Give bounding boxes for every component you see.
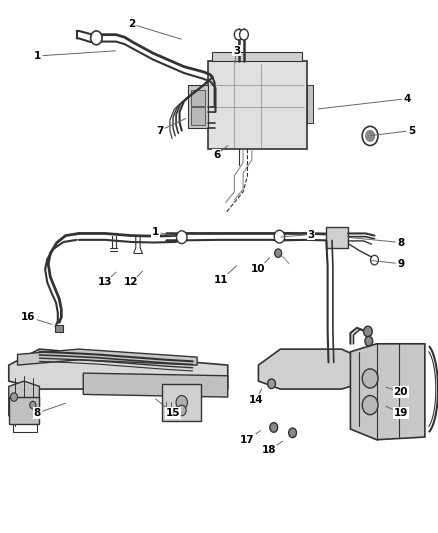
Text: 18: 18	[262, 446, 277, 455]
Bar	[162, 384, 201, 421]
Text: 8: 8	[397, 238, 404, 247]
Text: 11: 11	[214, 275, 229, 285]
Text: 1: 1	[34, 51, 41, 61]
Text: 5: 5	[408, 126, 415, 135]
Circle shape	[240, 29, 248, 40]
Circle shape	[270, 423, 278, 432]
Text: 16: 16	[21, 312, 36, 322]
Circle shape	[364, 326, 372, 337]
Circle shape	[177, 405, 186, 416]
Text: 1: 1	[152, 227, 159, 237]
Circle shape	[234, 29, 243, 40]
Circle shape	[366, 131, 374, 141]
Text: 9: 9	[397, 259, 404, 269]
Circle shape	[362, 395, 378, 415]
Text: 10: 10	[251, 264, 266, 274]
Text: 3: 3	[233, 46, 240, 55]
Bar	[191, 90, 205, 106]
Polygon shape	[350, 344, 425, 440]
Circle shape	[362, 369, 378, 388]
Text: 19: 19	[394, 408, 408, 418]
Text: 6: 6	[213, 150, 220, 159]
Circle shape	[274, 230, 285, 243]
Circle shape	[176, 395, 187, 409]
Polygon shape	[83, 373, 228, 397]
Bar	[191, 107, 205, 125]
Circle shape	[362, 126, 378, 146]
Polygon shape	[18, 349, 197, 365]
Text: 17: 17	[240, 435, 255, 445]
Bar	[9, 397, 39, 424]
Polygon shape	[258, 349, 359, 389]
Circle shape	[11, 393, 18, 401]
Text: 2: 2	[128, 19, 135, 29]
Polygon shape	[9, 349, 228, 389]
Text: 7: 7	[156, 126, 163, 135]
Text: 12: 12	[124, 278, 139, 287]
Text: 20: 20	[393, 387, 408, 397]
Circle shape	[30, 401, 36, 409]
Text: 14: 14	[249, 395, 264, 405]
Bar	[188, 85, 208, 128]
Bar	[212, 52, 302, 61]
Text: 8: 8	[34, 408, 41, 418]
Circle shape	[371, 255, 378, 265]
Text: 3: 3	[307, 230, 314, 239]
Circle shape	[91, 31, 102, 45]
Polygon shape	[9, 381, 39, 421]
Circle shape	[275, 249, 282, 257]
Bar	[55, 325, 63, 332]
Bar	[326, 227, 348, 248]
Text: 4: 4	[404, 94, 411, 103]
Circle shape	[289, 428, 297, 438]
Circle shape	[365, 336, 373, 346]
Bar	[208, 61, 307, 149]
Circle shape	[268, 379, 276, 389]
Circle shape	[177, 231, 187, 244]
Text: 15: 15	[166, 408, 180, 418]
Bar	[307, 85, 313, 123]
Text: 13: 13	[98, 278, 113, 287]
